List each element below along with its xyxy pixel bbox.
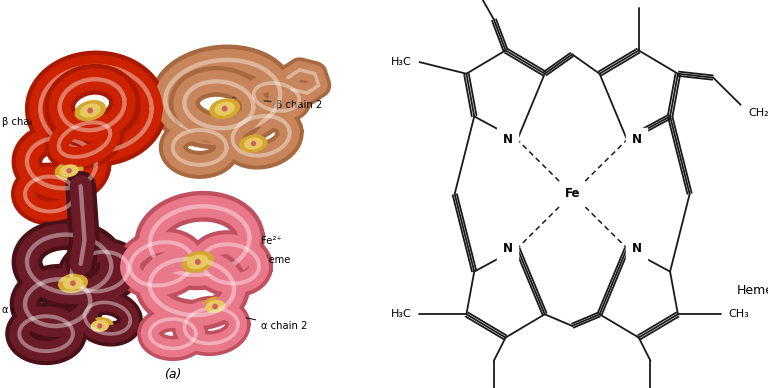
Text: N: N (632, 242, 642, 255)
Ellipse shape (245, 138, 262, 149)
Ellipse shape (210, 99, 240, 118)
Text: N: N (502, 242, 512, 255)
Text: CH₂: CH₂ (748, 107, 768, 118)
Text: H₃C: H₃C (391, 309, 412, 319)
Ellipse shape (58, 274, 88, 292)
Text: Fe: Fe (564, 187, 580, 201)
Ellipse shape (200, 297, 230, 316)
Ellipse shape (81, 104, 100, 117)
Circle shape (88, 108, 92, 113)
Ellipse shape (55, 162, 83, 180)
Text: β chain 2: β chain 2 (233, 97, 323, 110)
Circle shape (98, 324, 102, 328)
Text: α chain 2: α chain 2 (214, 311, 307, 331)
Ellipse shape (215, 102, 234, 115)
Text: Fe²⁺: Fe²⁺ (200, 236, 282, 260)
Text: (a): (a) (164, 368, 181, 381)
Circle shape (71, 281, 75, 286)
Ellipse shape (64, 277, 82, 289)
Ellipse shape (60, 165, 78, 177)
Text: N: N (632, 133, 642, 146)
Text: H₃C: H₃C (391, 57, 412, 67)
Ellipse shape (91, 320, 108, 331)
Ellipse shape (75, 101, 105, 120)
Circle shape (213, 304, 217, 309)
Ellipse shape (206, 301, 224, 312)
Text: Heme: Heme (199, 255, 290, 265)
Ellipse shape (240, 135, 266, 152)
Ellipse shape (87, 318, 113, 334)
Ellipse shape (182, 252, 214, 272)
Text: CH₃: CH₃ (729, 309, 750, 319)
Text: N: N (502, 133, 512, 146)
Circle shape (251, 142, 256, 146)
Circle shape (196, 260, 200, 264)
Text: β chain 1: β chain 1 (2, 117, 74, 127)
Ellipse shape (187, 255, 208, 268)
Text: α chain 1: α chain 1 (2, 293, 55, 315)
Text: Heme: Heme (737, 284, 768, 298)
Circle shape (223, 106, 227, 111)
Circle shape (67, 169, 71, 173)
